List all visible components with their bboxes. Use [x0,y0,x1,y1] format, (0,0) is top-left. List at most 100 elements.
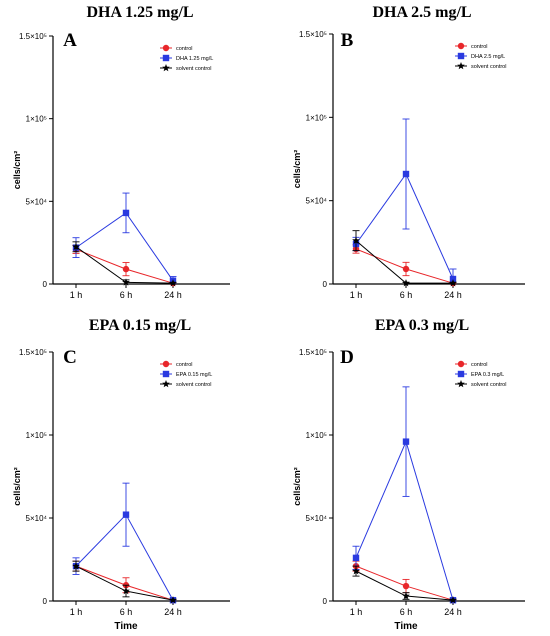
panel-label: D [340,347,354,368]
x-tick-label: 6 h [400,607,413,617]
x-tick-label: 1 h [70,607,83,617]
legend-label: solvent control [176,382,211,388]
legend-label: control [471,362,488,368]
y-tick-label: 1×10⁵ [26,431,47,440]
data-point [402,592,410,600]
chart-panel-a: DHA 1.25 mg/L A 0 5×10⁴ 1×10⁵ 1.5×10⁵ 1 h 6 h 24… [12,4,230,300]
series-square [352,118,457,285]
series-line [355,248,454,284]
data-point [402,438,410,445]
legend-marker [457,370,465,378]
legend-label: solvent control [471,64,506,70]
y-tick-label: 0 [43,280,48,289]
series-line [75,246,174,284]
legend-marker [457,380,465,388]
legend-label: DHA 2.5 mg/L [471,54,505,60]
data-point [352,567,360,575]
y-tick-label: 5×10⁴ [306,514,328,523]
panel-label: B [341,30,354,51]
legend-marker [162,54,170,62]
chart-title: EPA 0.3 mg/L [375,317,469,334]
data-point [449,279,457,287]
chart-title: DHA 2.5 mg/L [372,4,471,21]
data-point [122,511,130,518]
data-point [122,209,130,217]
y-tick-label: 5×10⁴ [26,197,48,206]
legend-label: EPA 0.15 mg/L [176,372,212,378]
legend-marker [162,360,170,368]
x-tick-label: 1 h [350,290,363,300]
x-tick-label: 24 h [444,607,462,617]
series-star [72,241,177,287]
chart-panel-d: EPA 0.3 mg/L D 0 5×10⁴ 1×10⁵ 1.5×10⁵ 1 h 6 h 24 … [292,317,525,632]
panel-label: C [63,347,77,368]
data-point [402,582,410,590]
panel-label: A [63,30,77,51]
x-tick-label: 1 h [70,290,83,300]
legend-marker [162,44,170,52]
y-axis-label: cells/cm² [12,151,22,190]
legend-label: DHA 1.25 mg/L [176,56,213,62]
series-star [352,565,457,604]
x-tick-label: 6 h [120,290,133,300]
y-tick-label: 1×10⁵ [26,115,47,124]
legend-label: control [176,46,193,52]
x-tick-label: 1 h [350,607,363,617]
series-star [72,560,177,604]
data-point [402,170,410,178]
data-point [72,242,80,251]
data-point [449,596,457,604]
legend-marker [162,380,170,388]
legend-label: solvent control [176,66,211,72]
y-tick-label: 1.5×10⁵ [299,348,327,357]
data-point [402,265,410,273]
y-tick-label: 1.5×10⁵ [299,30,327,39]
y-tick-label: 5×10⁴ [26,514,48,523]
legend-marker [162,370,170,378]
data-point [122,265,130,273]
x-tick-label: 6 h [120,607,133,617]
y-axis-label: cells/cm² [12,467,22,506]
series-line [75,248,174,284]
y-tick-label: 1×10⁵ [306,431,327,440]
y-tick-label: 5×10⁴ [306,197,328,206]
y-tick-label: 1.5×10⁵ [19,348,47,357]
legend-marker [457,42,465,50]
chart-title: EPA 0.15 mg/L [89,317,191,334]
data-point [352,554,360,562]
data-point [169,279,177,287]
data-point [169,596,177,604]
legend-label: EPA 0.3 mg/L [471,372,504,378]
x-tick-label: 24 h [164,290,182,300]
data-point [352,236,360,244]
data-point [402,279,410,287]
y-tick-label: 0 [323,597,328,606]
legend-label: solvent control [471,382,506,388]
series-star [352,230,457,287]
legend-label: control [176,362,193,368]
chart-title: DHA 1.25 mg/L [86,4,193,21]
y-tick-label: 1.5×10⁵ [19,32,47,41]
x-tick-label: 6 h [400,290,413,300]
y-tick-label: 0 [323,280,328,289]
legend-marker [162,64,170,72]
data-point [449,275,457,283]
data-point [122,587,130,595]
legend-label: control [471,44,488,50]
chart-panel-b: DHA 2.5 mg/L B 0 5×10⁴ 1×10⁵ 1.5×10⁵ 1 h 6 h 24 … [292,4,525,300]
data-point [72,562,80,570]
y-axis-label: cells/cm² [292,150,302,189]
chart-panel-c: EPA 0.15 mg/L C 0 5×10⁴ 1×10⁵ 1.5×10⁵ 1 h 6 h 24… [12,317,230,632]
x-tick-label: 24 h [164,607,182,617]
x-axis-label: Time [394,621,418,632]
y-tick-label: 1×10⁵ [306,113,327,122]
y-tick-label: 0 [43,597,48,606]
legend-marker [457,52,465,60]
legend-marker [457,360,465,368]
x-tick-label: 24 h [444,290,462,300]
data-point [122,278,130,286]
series-line [355,440,454,601]
x-axis-label: Time [114,621,138,632]
y-axis-label: cells/cm² [292,467,302,506]
